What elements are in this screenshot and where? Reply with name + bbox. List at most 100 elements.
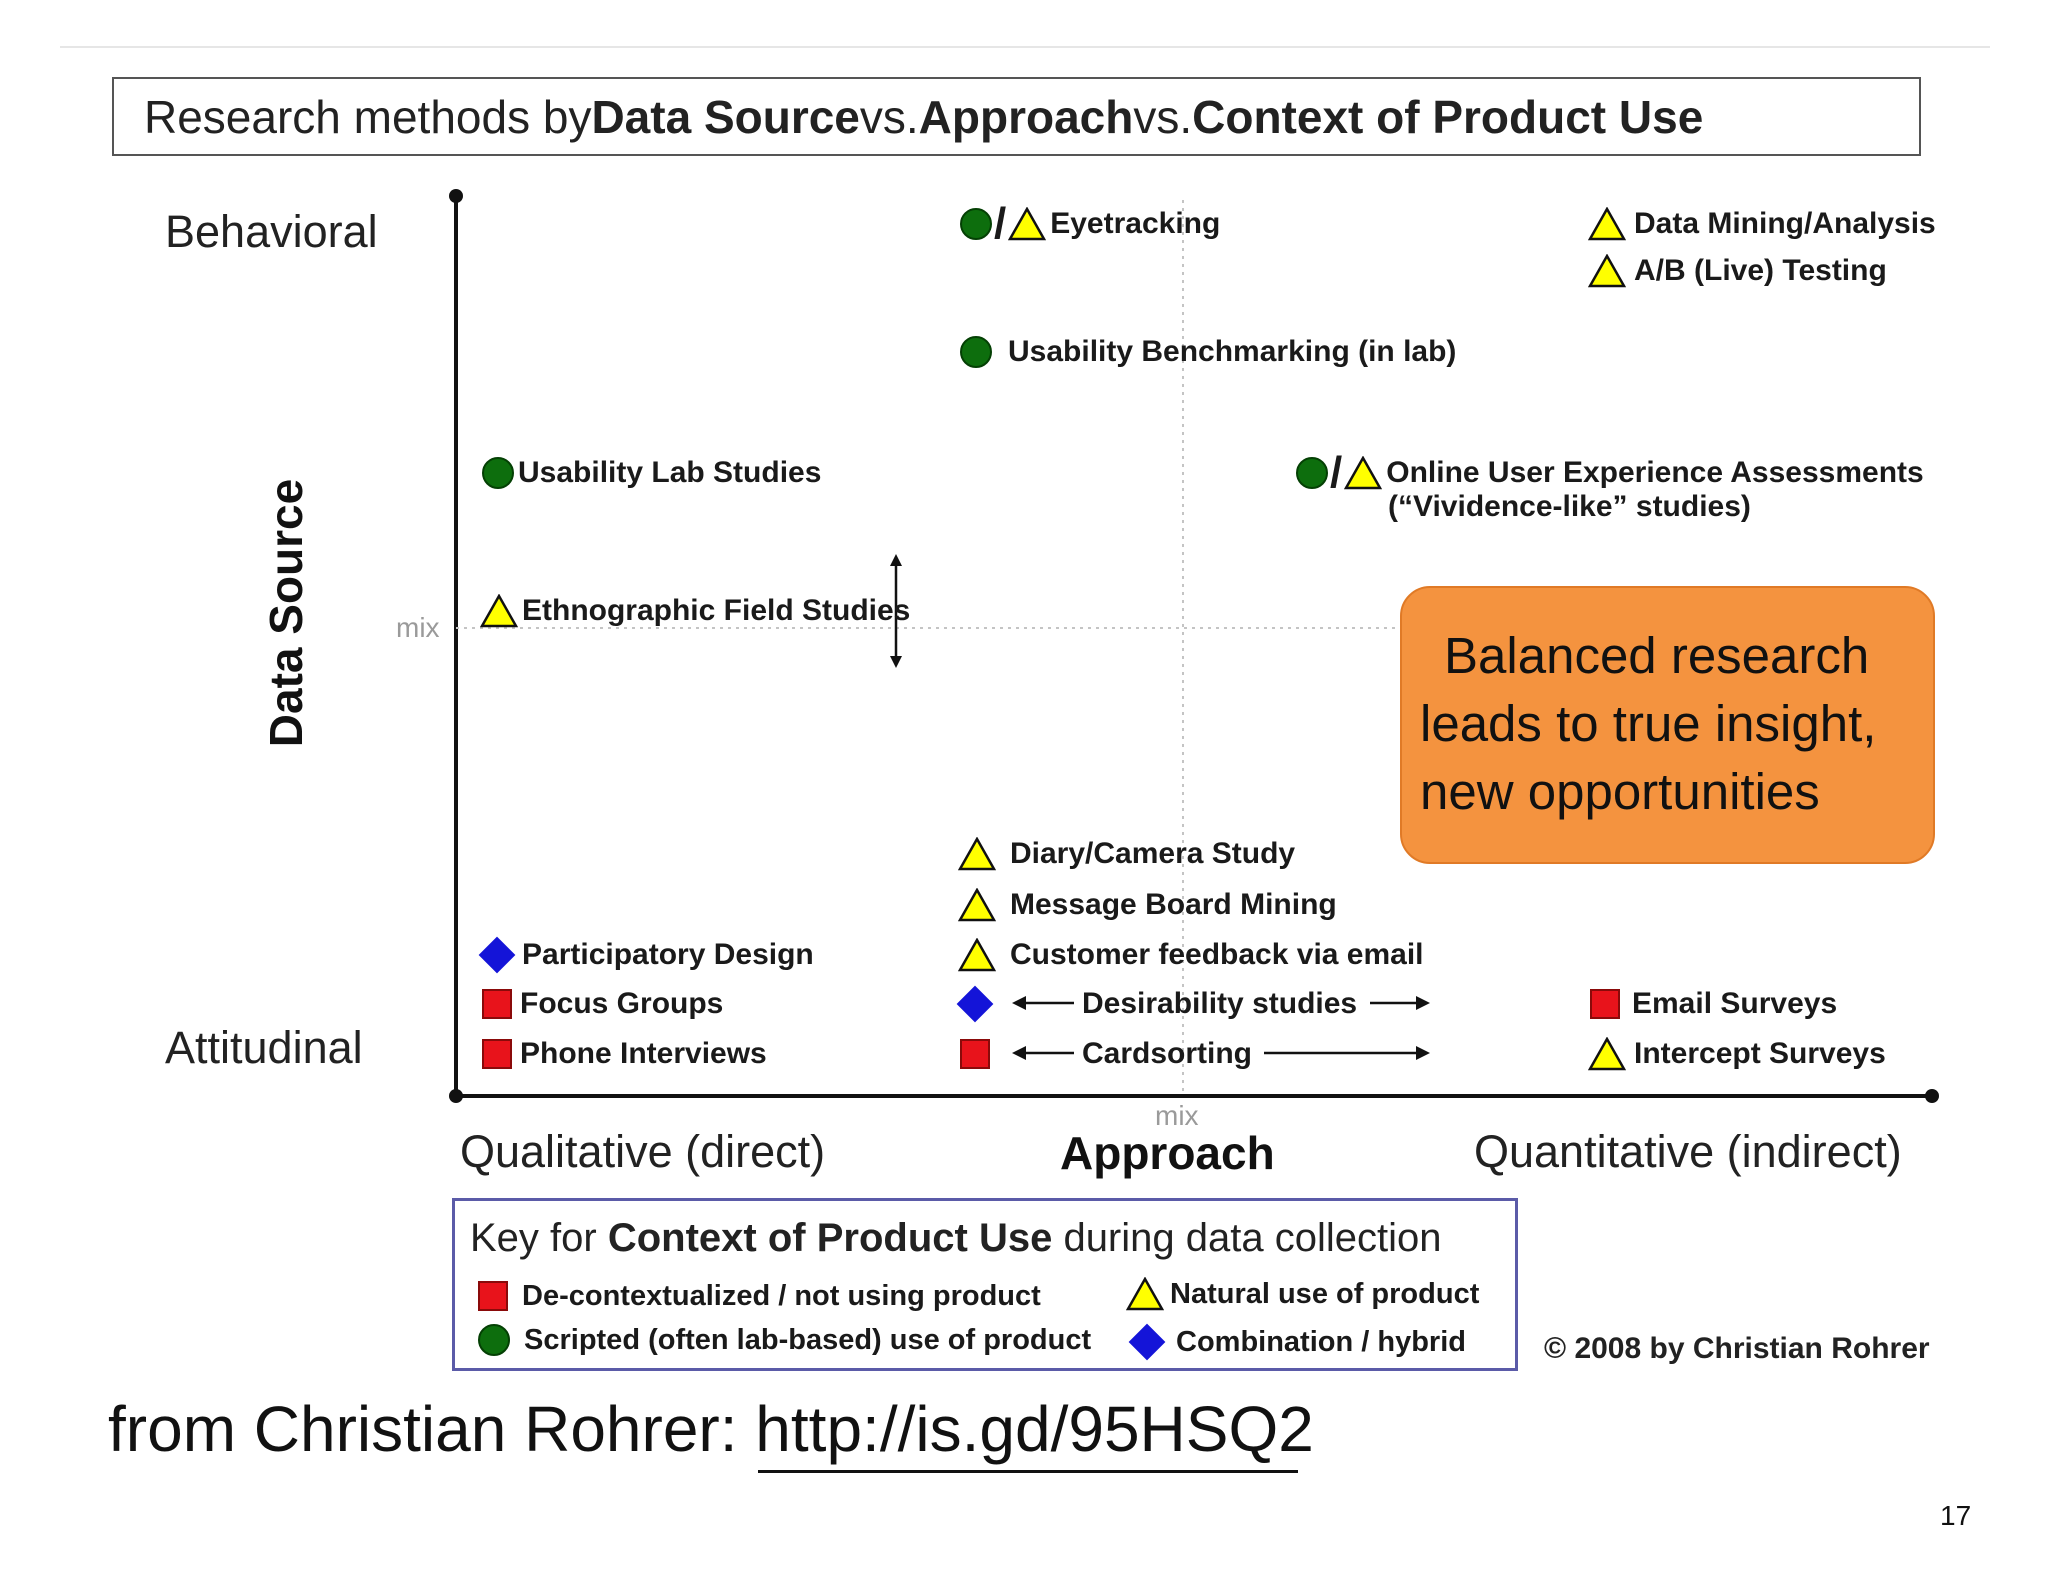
method-label: Eyetracking [1050, 207, 1221, 240]
method-label: Customer feedback via email [1010, 938, 1424, 971]
method-label: Usability Lab Studies [518, 456, 822, 489]
method-label: Message Board Mining [1010, 888, 1337, 921]
method-usability-benchmarking: Usability Benchmarking (in lab) [960, 332, 1456, 372]
title-text-3: vs. [859, 90, 919, 143]
method-cardsorting [960, 1034, 990, 1074]
natural-triangle-icon [1588, 254, 1626, 288]
key-decontextualized: De-contextualized / not using product [478, 1276, 1041, 1316]
decontextualized-square-icon [482, 1039, 512, 1069]
source-line: from Christian Rohrer: http://is.gd/95HS… [108, 1392, 1314, 1466]
diagram-title: Research methods by Data Source vs. Appr… [112, 77, 1921, 156]
axis-origin [449, 1089, 463, 1103]
top-divider [60, 46, 1990, 48]
method-message-board-mining: Message Board Mining [958, 885, 1337, 925]
decontextualized-square-icon [478, 1281, 508, 1311]
combination-diamond-icon [956, 985, 994, 1023]
method-customer-feedback: Customer feedback via email [958, 935, 1424, 975]
method-label: Phone Interviews [520, 1037, 767, 1070]
method-label: Participatory Design [522, 938, 814, 971]
method-label: Email Surveys [1632, 987, 1838, 1020]
method-label: Usability Benchmarking (in lab) [1008, 335, 1457, 368]
title-text-6: Context of Product Use [1192, 90, 1704, 143]
y-axis-endpoint [449, 189, 463, 203]
scripted-circle-icon [960, 208, 992, 240]
source-link[interactable]: : http://is.gd/95HSQ2 [719, 1393, 1314, 1465]
x-axis-endpoint [1925, 1089, 1939, 1103]
method-label: Diary/Camera Study [1010, 837, 1296, 870]
key-label: Natural use of product [1170, 1277, 1480, 1310]
method-usability-lab-studies: Usability Lab Studies [482, 453, 821, 493]
method-online-ux-assessments: / Online User Experience Assessments (“V… [1296, 448, 1924, 527]
method-label: Focus Groups [520, 987, 724, 1020]
title-text-1: Research methods by [144, 90, 592, 143]
key-label: De-contextualized / not using product [522, 1279, 1041, 1312]
method-label: Data Mining/Analysis [1634, 207, 1936, 240]
cardsorting-label: Cardsorting [1082, 1037, 1253, 1070]
natural-triangle-icon [1008, 207, 1046, 241]
title-text-4: Approach [918, 90, 1134, 143]
callout-line-2: leads to true insight, [1420, 695, 1877, 752]
scripted-circle-icon [478, 1324, 510, 1356]
key-legend-box [452, 1198, 1518, 1371]
behavioral-label: Behavioral [165, 206, 378, 257]
slash-separator: / [1330, 448, 1343, 497]
x-axis-title: Approach [1060, 1127, 1275, 1179]
natural-triangle-icon [958, 888, 996, 922]
combination-diamond-icon [478, 936, 516, 974]
natural-triangle-icon [958, 938, 996, 972]
scripted-circle-icon [482, 457, 514, 489]
callout-line-3: new opportunities [1420, 763, 1820, 820]
method-label: Ethnographic Field Studies [522, 594, 911, 627]
key-natural: Natural use of product [1126, 1274, 1479, 1314]
key-combination: Combination / hybrid [1128, 1322, 1466, 1362]
callout-line-1: Balanced research [1444, 627, 1870, 684]
method-eyetracking: / Eyetracking [960, 199, 1221, 248]
method-label-line2: (“Vividence-like” studies) [1388, 490, 1751, 523]
method-email-surveys: Email Surveys [1590, 984, 1837, 1024]
key-title: Key for Context of Product Use during da… [470, 1216, 1441, 1261]
key-scripted: Scripted (often lab-based) use of produc… [478, 1320, 1091, 1360]
attitudinal-label: Attitudinal [165, 1022, 363, 1073]
method-ab-testing: A/B (Live) Testing [1588, 251, 1887, 291]
page-number: 17 [1940, 1500, 1972, 1531]
method-ethnographic-field-studies: Ethnographic Field Studies [480, 591, 910, 631]
qualitative-label: Qualitative (direct) [460, 1126, 826, 1177]
title-text-5: vs. [1133, 90, 1193, 143]
source-link-underline [758, 1470, 1298, 1473]
method-focus-groups: Focus Groups [482, 984, 723, 1024]
key-title-text-1: Key for [470, 1216, 608, 1260]
decontextualized-square-icon [482, 989, 512, 1019]
method-desirability-studies [956, 984, 994, 1024]
x-mix-label: mix [1155, 1100, 1199, 1131]
y-mix-label: mix [396, 612, 440, 643]
callout-box: Balanced research leads to true insight,… [1400, 586, 1935, 864]
title-text-2: Data Source [591, 90, 860, 143]
cardsorting-arrow-right-head [1416, 1046, 1430, 1060]
combination-diamond-icon [1128, 1323, 1166, 1361]
desirability-arrow-right-head [1416, 996, 1430, 1010]
method-label: Intercept Surveys [1634, 1037, 1886, 1070]
natural-triangle-icon [1588, 207, 1626, 241]
method-label: A/B (Live) Testing [1634, 254, 1887, 287]
desirability-arrow-left-head [1012, 996, 1026, 1010]
key-label: Combination / hybrid [1176, 1325, 1466, 1358]
y-axis-title: Data Source [260, 478, 312, 748]
source-prefix: from Christian Rohrer [108, 1393, 720, 1465]
desirability-label: Desirability studies [1082, 987, 1358, 1020]
ethnographic-arrow-down [890, 656, 902, 668]
natural-triangle-icon [480, 594, 518, 628]
decontextualized-square-icon [1590, 989, 1620, 1019]
method-label: Online User Experience Assessments [1386, 456, 1924, 489]
key-title-text-3: during data collection [1052, 1216, 1442, 1260]
scripted-circle-icon [1296, 457, 1328, 489]
decontextualized-square-icon [960, 1039, 990, 1069]
ethnographic-arrow-up [890, 554, 902, 566]
method-data-mining: Data Mining/Analysis [1588, 204, 1936, 244]
method-intercept-surveys: Intercept Surveys [1588, 1034, 1886, 1074]
natural-triangle-icon [1126, 1277, 1164, 1311]
method-phone-interviews: Phone Interviews [482, 1034, 767, 1074]
key-label: Scripted (often lab-based) use of produc… [524, 1323, 1092, 1356]
slash-separator: / [994, 199, 1007, 248]
natural-triangle-icon [1588, 1037, 1626, 1071]
